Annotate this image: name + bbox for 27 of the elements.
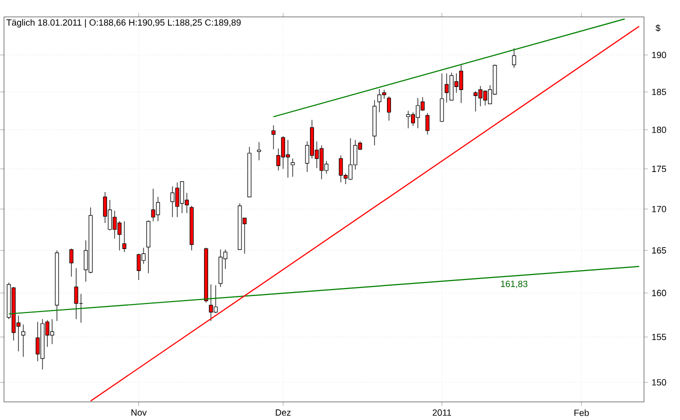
candlestick [271, 124, 276, 150]
x-tick-label: 2011 [432, 409, 452, 416]
candlestick [69, 248, 74, 277]
annotation: 161,83 [501, 280, 528, 288]
candlestick [440, 73, 444, 122]
candlestick [512, 48, 516, 68]
x-tick-label: Nov [132, 409, 147, 416]
candlestick [425, 112, 430, 135]
chart-title: Täglich 18.01.2011 | O:188,66 H:190,95 L:188,25 C:189,89 [6, 19, 241, 28]
candlestick [386, 96, 391, 121]
y-tick-label: 150 [652, 379, 666, 386]
y-tick-label: 180 [652, 126, 666, 133]
y-tick-label: 155 [652, 334, 666, 340]
y-tick-label: 165 [652, 247, 666, 254]
candlestick [21, 324, 26, 358]
candlestick [74, 268, 78, 320]
candlestick [122, 220, 126, 252]
x-tick-label: Feb [574, 409, 589, 416]
y-tick-label: 160 [652, 290, 666, 296]
candlestick [290, 158, 295, 178]
y-axis-title: $ [656, 24, 660, 32]
candlestick [257, 142, 262, 161]
y-tick-label: 185 [652, 88, 666, 96]
y-tick-label: 170 [652, 206, 666, 212]
y-tick-label: 190 [652, 52, 666, 58]
y-tick-label: 175 [652, 166, 666, 172]
x-tick-label: Dez [276, 409, 291, 416]
